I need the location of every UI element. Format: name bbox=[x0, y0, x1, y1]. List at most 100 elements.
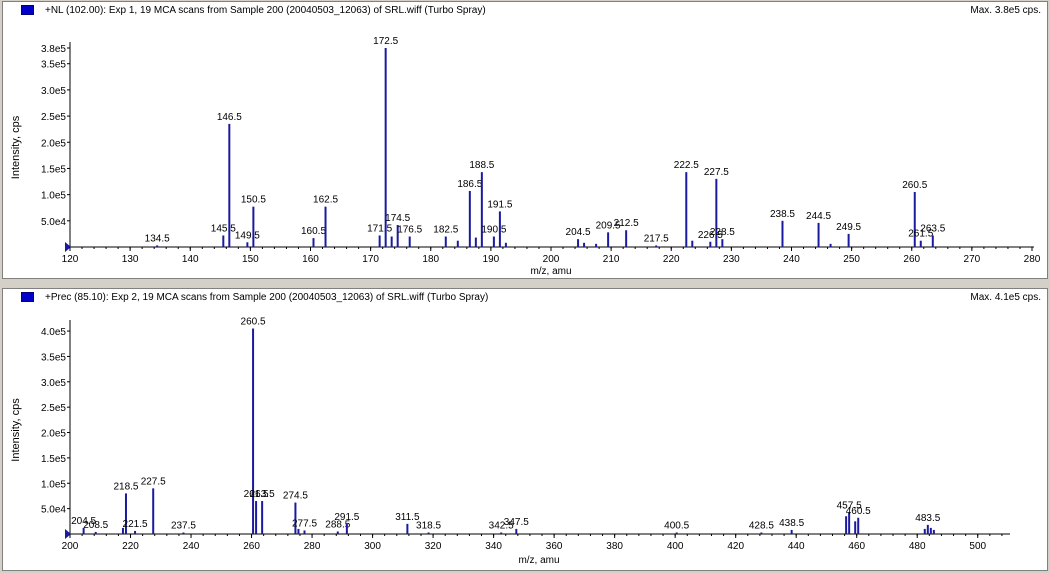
peak-label: 171.5 bbox=[367, 223, 392, 234]
x-tick-label: 280 bbox=[1024, 254, 1041, 265]
x-tick-label: 220 bbox=[663, 254, 680, 265]
x-tick-label: 340 bbox=[485, 541, 502, 552]
peak-label: 237.5 bbox=[171, 520, 196, 531]
x-tick-label: 380 bbox=[606, 541, 623, 552]
x-tick-label: 130 bbox=[122, 254, 139, 265]
peak-label: 263.5 bbox=[250, 489, 275, 500]
y-tick-label: 1.5e5 bbox=[41, 164, 66, 175]
peak-label: 342.5 bbox=[489, 520, 514, 531]
peak-label: 260.5 bbox=[241, 317, 266, 328]
peak-label: 212.5 bbox=[614, 218, 639, 229]
x-tick-label: 170 bbox=[362, 254, 379, 265]
peak-label: 182.5 bbox=[433, 225, 458, 236]
peak-label: 208.5 bbox=[83, 520, 108, 531]
y-tick-label: 4.0e5 bbox=[41, 327, 66, 338]
peak-label: 186.5 bbox=[457, 179, 482, 190]
peak-label: 288.5 bbox=[325, 519, 350, 530]
x-tick-label: 160 bbox=[302, 254, 319, 265]
peak-label: 145.5 bbox=[211, 223, 236, 234]
y-tick-label: 5.0e4 bbox=[41, 505, 66, 516]
x-axis-title: m/z, amu bbox=[530, 266, 571, 277]
peak-label: 291.5 bbox=[334, 512, 359, 523]
x-tick-label: 260 bbox=[903, 254, 920, 265]
peak-label: 274.5 bbox=[283, 491, 308, 502]
y-tick-label: 3.0e5 bbox=[41, 378, 66, 389]
x-tick-label: 360 bbox=[546, 541, 563, 552]
peak-label: 261.5 bbox=[244, 489, 269, 500]
y-tick-label: 2.5e5 bbox=[41, 112, 66, 123]
peak-label: 428.5 bbox=[749, 520, 774, 531]
peak-label: 160.5 bbox=[301, 226, 326, 237]
peak-label: 188.5 bbox=[469, 160, 494, 171]
baseline-marker-icon bbox=[65, 529, 71, 539]
x-tick-label: 500 bbox=[969, 541, 986, 552]
peak-label: 483.5 bbox=[915, 513, 940, 524]
peak-label: 162.5 bbox=[313, 195, 338, 206]
peak-label: 311.5 bbox=[395, 512, 420, 523]
y-tick-label: 5.0e4 bbox=[41, 217, 66, 228]
x-axis-title: m/z, amu bbox=[518, 555, 559, 566]
x-tick-label: 250 bbox=[843, 254, 860, 265]
spectrum-pane-nl: +NL (102.00): Exp 1, 19 MCA scans from S… bbox=[2, 1, 1048, 279]
peak-label: 209.5 bbox=[596, 220, 621, 231]
baseline-marker-icon bbox=[65, 242, 71, 252]
y-axis-title: Intensity, cps bbox=[10, 398, 22, 462]
peak-label: 204.5 bbox=[566, 227, 591, 238]
x-tick-label: 420 bbox=[727, 541, 744, 552]
x-tick-label: 190 bbox=[483, 254, 500, 265]
pane-color-marker-icon[interactable] bbox=[21, 5, 34, 15]
pane-color-marker-icon[interactable] bbox=[21, 292, 34, 302]
y-axis-title: Intensity, cps bbox=[10, 115, 22, 179]
peak-label: 150.5 bbox=[241, 195, 266, 206]
x-tick-label: 200 bbox=[543, 254, 560, 265]
y-tick-label: 3.8e5 bbox=[41, 44, 66, 55]
x-tick-label: 280 bbox=[304, 541, 321, 552]
x-tick-label: 140 bbox=[182, 254, 199, 265]
peak-label: 318.5 bbox=[416, 520, 441, 531]
pane-title: +NL (102.00): Exp 1, 19 MCA scans from S… bbox=[45, 5, 486, 16]
peak-label: 204.5 bbox=[71, 516, 96, 527]
peak-label: 227.5 bbox=[704, 167, 729, 178]
x-tick-label: 120 bbox=[62, 254, 79, 265]
peak-label: 260.5 bbox=[902, 180, 927, 191]
y-tick-label: 3.5e5 bbox=[41, 60, 66, 71]
peak-label: 238.5 bbox=[770, 209, 795, 220]
peak-label: 438.5 bbox=[779, 518, 804, 529]
x-tick-label: 460 bbox=[848, 541, 865, 552]
x-tick-label: 150 bbox=[242, 254, 259, 265]
x-tick-label: 220 bbox=[122, 541, 139, 552]
x-tick-label: 260 bbox=[243, 541, 260, 552]
x-tick-label: 270 bbox=[964, 254, 981, 265]
spectrum-plot-prec[interactable]: 200 220 240 260 280 300 320 340 360 380 400 420 440 4… bbox=[3, 289, 1047, 570]
peak-label: 172.5 bbox=[373, 36, 398, 47]
spectrum-plot-nl[interactable]: 120 130 140 150 160 170 180 190 200 210 220 230 240 2… bbox=[3, 2, 1047, 278]
x-tick-label: 230 bbox=[723, 254, 740, 265]
peak-label: 228.5 bbox=[710, 227, 735, 238]
y-tick-label: 3.0e5 bbox=[41, 86, 66, 97]
x-tick-label: 300 bbox=[364, 541, 381, 552]
x-tick-label: 240 bbox=[183, 541, 200, 552]
y-tick-label: 2.5e5 bbox=[41, 403, 66, 414]
y-tick-label: 2.0e5 bbox=[41, 138, 66, 149]
peak-label: 149.5 bbox=[235, 230, 260, 241]
max-intensity-label: Max. 3.8e5 cps. bbox=[970, 5, 1041, 16]
x-tick-label: 240 bbox=[783, 254, 800, 265]
x-tick-label: 200 bbox=[62, 541, 79, 552]
pane-header: +Prec (85.10): Exp 2, 19 MCA scans from … bbox=[3, 289, 1047, 309]
peak-label: 191.5 bbox=[487, 199, 512, 210]
peak-label: 176.5 bbox=[397, 225, 422, 236]
pane-title: +Prec (85.10): Exp 2, 19 MCA scans from … bbox=[45, 292, 489, 303]
peak-label: 218.5 bbox=[113, 481, 138, 492]
x-tick-label: 210 bbox=[603, 254, 620, 265]
peak-label: 221.5 bbox=[123, 519, 148, 530]
x-tick-label: 480 bbox=[909, 541, 926, 552]
peak-label: 261.5 bbox=[908, 229, 933, 240]
x-tick-label: 400 bbox=[667, 541, 684, 552]
y-tick-label: 1.0e5 bbox=[41, 191, 66, 202]
peak-label: 249.5 bbox=[836, 222, 861, 233]
y-tick-label: 1.0e5 bbox=[41, 479, 66, 490]
y-tick-label: 3.5e5 bbox=[41, 352, 66, 363]
peak-label: 146.5 bbox=[217, 112, 242, 123]
x-tick-label: 320 bbox=[425, 541, 442, 552]
peak-label: 174.5 bbox=[385, 213, 410, 224]
